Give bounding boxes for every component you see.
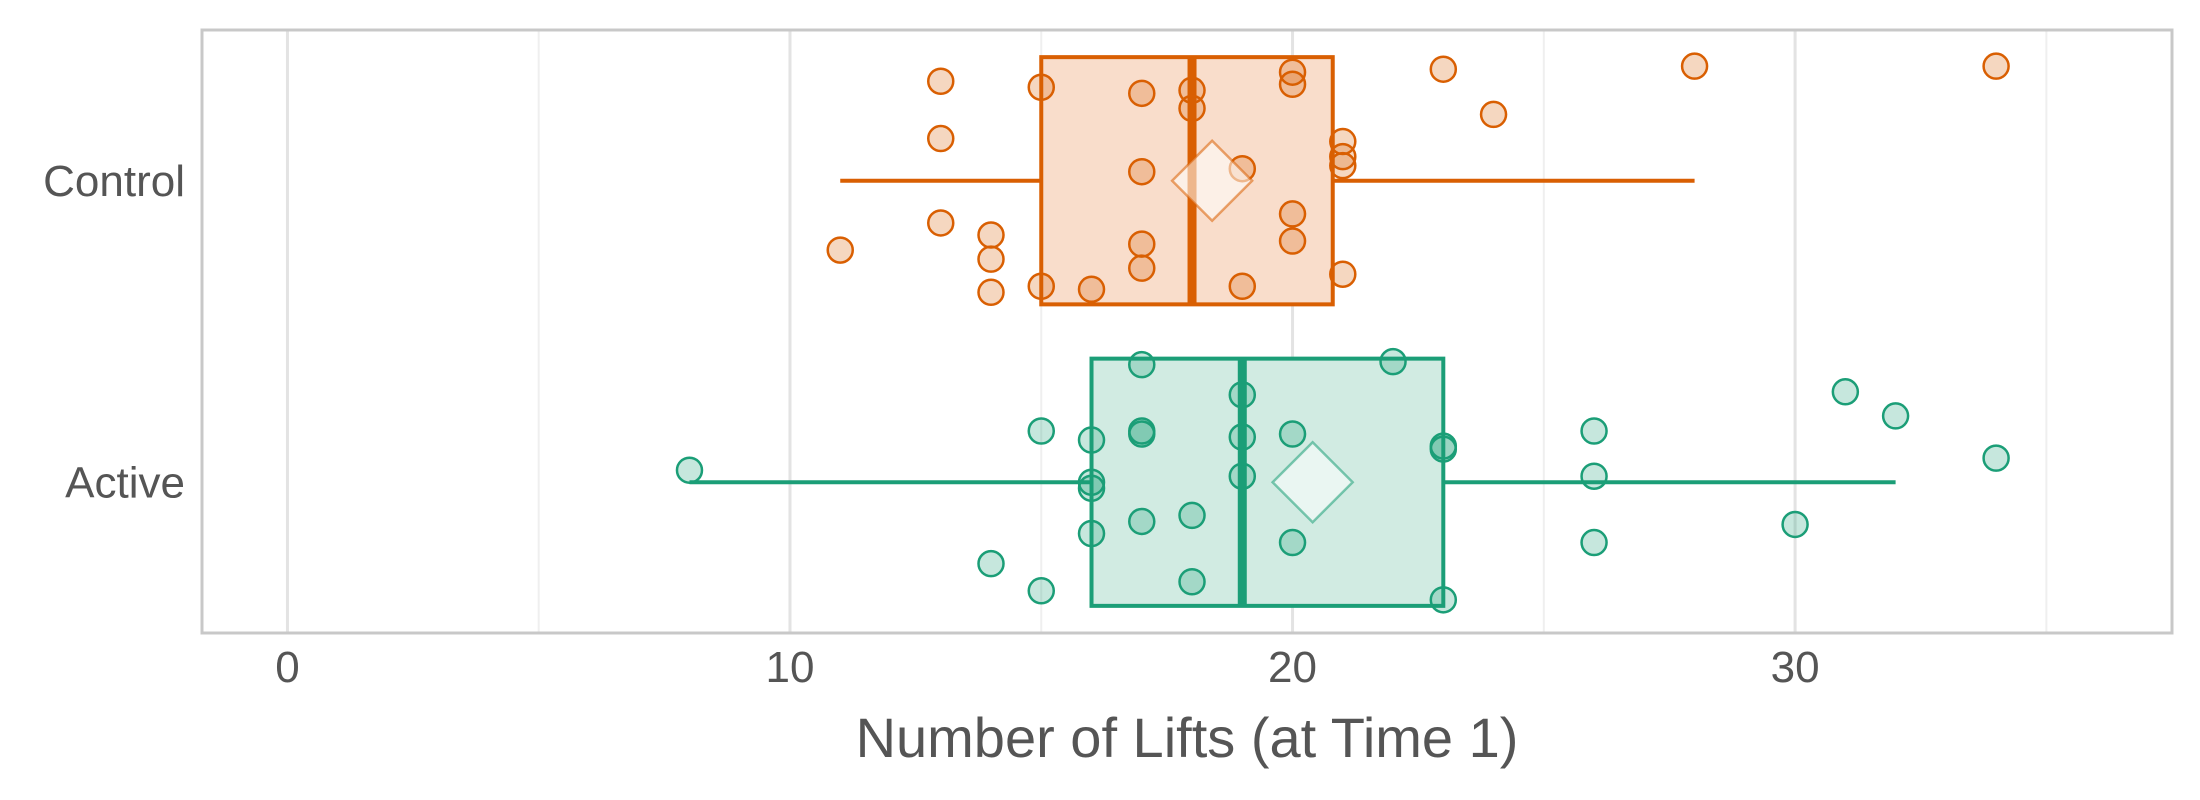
x-tick-label: 20 [1268,643,1317,692]
data-point [1228,462,1257,490]
jittered-points [675,52,2010,614]
data-point [1228,381,1257,409]
data-point [1278,420,1307,448]
data-point [1178,501,1206,530]
x-axis-title: Number of Lifts (at Time 1) [856,706,1519,769]
box-control [840,55,1695,307]
points-control [826,52,2010,307]
x-tick-label: 10 [766,643,815,692]
data-point [1680,52,1709,80]
data-point [1128,254,1156,282]
data-point [977,549,1005,578]
data-point [1580,528,1608,557]
data-point [1278,70,1307,99]
data-point [1429,55,1458,83]
data-point [1580,462,1608,490]
data-point [1027,577,1056,605]
data-point [1329,151,1357,180]
data-point [1429,435,1458,463]
y-category-label: Active [65,458,185,507]
data-point [1077,519,1106,548]
data-point [1077,474,1106,503]
data-point [927,124,955,153]
data-point [927,67,955,96]
data-point [1479,100,1508,129]
data-point [1982,444,2010,472]
data-point [1831,378,1860,406]
data-point [1881,402,1910,430]
data-point [977,278,1005,307]
data-point [977,245,1005,273]
data-point [1128,350,1156,379]
data-point [1027,417,1056,445]
data-point [927,209,955,237]
data-point [1278,227,1307,255]
data-point [1178,94,1206,123]
data-point [1077,468,1106,496]
data-point [1128,230,1156,258]
data-point [1580,417,1608,445]
x-tick-label: 0 [275,643,299,692]
data-point [1128,507,1156,536]
data-point [1027,73,1056,102]
data-point [1781,510,1809,539]
data-point [1329,260,1357,288]
plot-panel-border [200,28,2174,635]
box-active [689,356,1896,608]
mean-marker [1270,440,1355,525]
data-point [1128,420,1156,448]
data-point [1178,567,1206,596]
points-active [675,347,2010,614]
data-point [1027,272,1056,301]
data-point [1128,157,1156,186]
data-point [1077,426,1106,454]
data-point [1429,586,1458,614]
data-point [1228,272,1257,301]
data-point [1329,142,1357,171]
y-category-label: Control [43,157,185,206]
iqr-box [1089,356,1446,608]
data-point [1379,347,1407,376]
data-point [1228,423,1257,451]
mean-marker [1170,138,1254,223]
x-tick-label: 30 [1771,643,1820,692]
data-point [826,236,854,264]
data-point [1278,200,1307,228]
data-point [977,221,1005,249]
y-tick-labels: Control Active [43,157,185,508]
data-point [675,456,704,484]
data-point [1278,528,1307,557]
data-point [1128,79,1156,108]
x-tick-labels: 0 10 20 30 [275,643,1819,692]
data-point [1982,52,2010,80]
mean-markers [1170,138,1355,525]
data-point [1077,275,1106,304]
